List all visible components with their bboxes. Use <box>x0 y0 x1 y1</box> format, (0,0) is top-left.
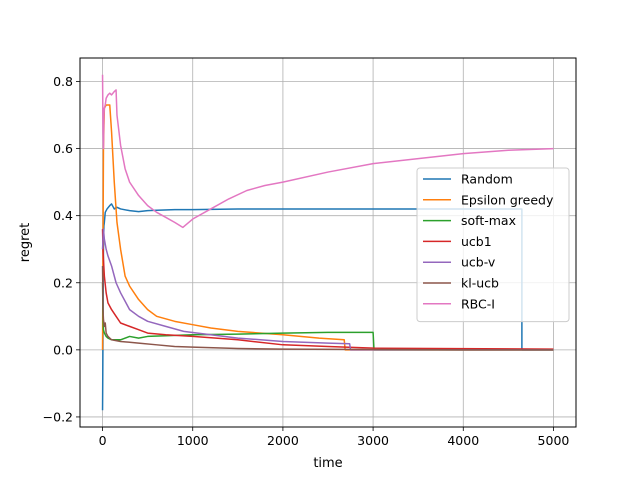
legend-label: RBC-I <box>461 296 495 311</box>
plot-frame <box>79 57 577 428</box>
y-tick-label: 0.4 <box>53 208 73 223</box>
legend-label: ucb-v <box>461 255 496 270</box>
legend: Random Epsilon greedy soft-max ucb1 ucb-v kl-… <box>416 167 570 323</box>
series-line-epsilon-greedy <box>101 104 554 351</box>
legend-label: Random <box>461 172 513 187</box>
x-axis-ticks: 0 1000 2000 3000 4000 5000 <box>99 427 570 448</box>
legend-box <box>416 167 570 323</box>
x-tick-label: 1000 <box>177 433 209 448</box>
y-tick-label: 0.6 <box>53 141 73 156</box>
x-tick-label: 3000 <box>357 433 389 448</box>
series-lines <box>101 74 554 411</box>
series-group <box>101 74 554 411</box>
y-tick-label: −0.2 <box>43 409 73 424</box>
y-tick-label: 0.8 <box>53 74 73 89</box>
x-tick-label: 4000 <box>447 433 479 448</box>
x-axis-label: time <box>313 456 342 471</box>
series-line-ucb1 <box>101 229 554 350</box>
series-line-soft-max <box>101 282 554 351</box>
x-tick-label: 0 <box>99 433 107 448</box>
legend-label: ucb1 <box>461 234 492 249</box>
series-line-kl-ucb <box>101 265 554 351</box>
y-tick-label: 0.0 <box>53 342 73 357</box>
legend-label: Epsilon greedy <box>461 192 554 207</box>
legend-label: soft-max <box>461 213 516 228</box>
y-axis-label: regret <box>18 223 33 262</box>
x-tick-label: 5000 <box>538 433 570 448</box>
y-tick-label: 0.2 <box>53 275 73 290</box>
y-axis-ticks: −0.2 0.0 0.2 0.4 0.6 0.8 <box>43 74 80 424</box>
series-line-rbc-i <box>101 74 554 229</box>
legend-label: kl-ucb <box>461 276 499 291</box>
series-line-ucb-v <box>101 228 554 351</box>
x-tick-label: 2000 <box>267 433 299 448</box>
